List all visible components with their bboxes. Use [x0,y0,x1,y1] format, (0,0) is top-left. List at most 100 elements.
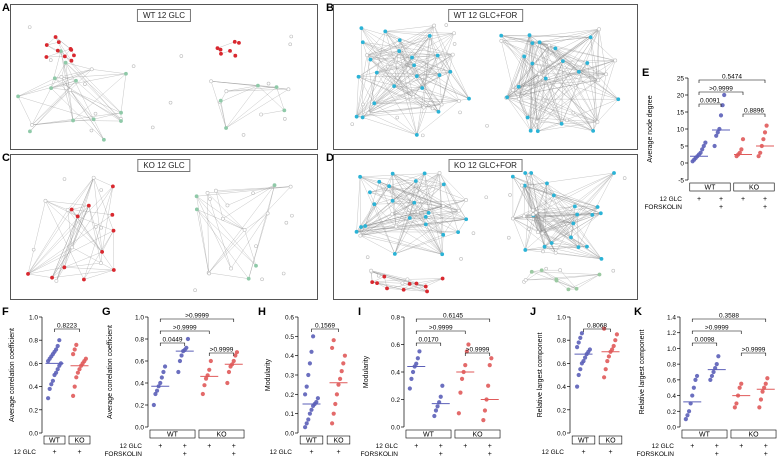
data-point [74,342,79,347]
network-node [86,203,91,208]
network-edge [529,35,591,38]
network-node [397,38,402,43]
network-node [439,102,444,107]
network-edge [537,121,598,132]
network-edge [356,25,435,117]
network-edge [506,56,525,98]
network-edge [512,89,594,132]
network-edge [597,99,619,123]
network-edge [196,209,245,231]
network-node [194,207,199,212]
network-edge [361,27,413,58]
network-node [448,69,453,74]
network-node [368,190,372,195]
data-point [581,358,586,364]
network-edge [556,280,569,290]
data-point [151,402,156,408]
data-point [716,354,721,359]
network-node [27,25,32,29]
data-point [463,363,468,368]
network-node [288,42,293,47]
network-edge [578,29,600,72]
network-node [265,211,270,216]
network-edge [523,185,525,217]
network-edge [362,117,417,136]
network-edge [570,214,578,238]
network-edge [366,31,386,56]
network-edge [413,55,438,98]
data-point [307,361,312,366]
network-node [71,118,75,123]
network-node [82,277,86,282]
network-edge [409,217,467,220]
data-point [690,393,695,398]
significance-bracket [54,328,80,332]
network-edge [385,31,438,56]
network-node [290,213,294,218]
network-edge [196,196,257,266]
y-tick-label: 0.8 [391,315,400,322]
data-point [440,383,445,388]
network-edge [376,72,440,76]
network-node [356,74,361,79]
network-node [229,266,233,271]
panel-letter: F [2,306,9,318]
network-node [441,204,446,208]
network-edge [439,172,460,211]
network-node [414,281,419,286]
y-tick-label: 0.8 [29,338,38,345]
network-edge [356,71,451,117]
network-edge [27,205,89,275]
network-edge [45,200,103,253]
network-edge [416,75,470,99]
group-1 [431,383,450,419]
y-tick-label: 0.2 [391,397,400,404]
network-edge [506,35,530,98]
network-edge [360,235,443,255]
network-edge [51,186,114,278]
network-node [30,123,34,127]
network-edge [385,31,430,37]
network-node [366,111,371,115]
y-axis-label: Average correlation coefficient [107,325,114,419]
network-edge [518,86,562,124]
network-edge [61,76,71,91]
data-point [154,388,160,393]
data-point [578,335,583,340]
group-2 [732,381,751,410]
network-edge [437,55,470,99]
significance-bracket [159,342,186,346]
network-node [31,247,36,252]
data-point [306,372,311,378]
network-node [179,54,184,58]
network-node [365,53,369,58]
glc-mark: + [764,443,768,450]
y-axis-label: Average correlation coefficient [9,328,16,422]
data-point [72,384,77,389]
network-edge [535,212,579,248]
network-edge [536,78,546,122]
network-edge [535,212,545,247]
network-node [572,204,577,209]
network-edge [45,200,89,206]
network-node [421,105,426,110]
network-node [413,179,418,183]
network-node [58,49,63,54]
network-node [407,216,412,220]
network-edge [532,43,579,72]
network-node [350,122,355,126]
network-edge [414,199,467,203]
network-edge [362,33,455,118]
network-edge [93,112,122,120]
data-point [712,143,717,149]
network-edge [415,180,444,235]
network-edge [521,185,572,238]
y-tick-label: 0.2 [285,392,294,399]
network-node [150,125,155,130]
network-panel-wt-glc: WT 12 GLC [10,4,318,150]
network-edge [507,97,519,100]
group-label: KO [605,438,616,445]
glc-mark: + [690,443,694,450]
network-node [75,214,80,219]
network-node [423,214,428,219]
